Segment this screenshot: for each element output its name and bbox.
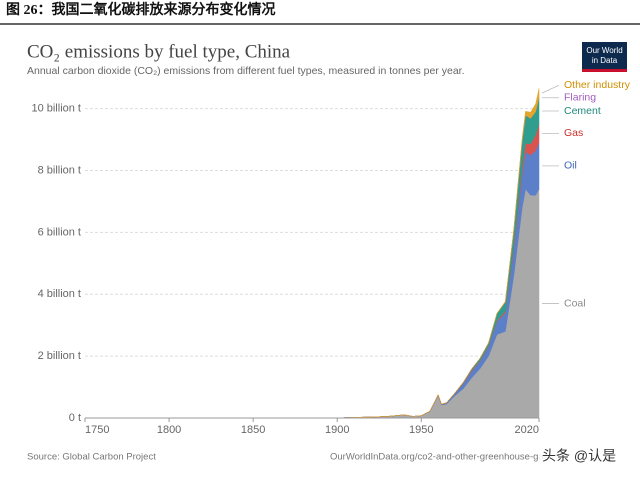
y-tick-label: 0 t bbox=[69, 412, 81, 424]
series-label: Oil bbox=[564, 160, 577, 172]
url: OurWorldInData.org/co2-and-other-greenho… bbox=[330, 452, 549, 463]
logo-box bbox=[582, 42, 627, 72]
x-tick-label: 2020 bbox=[515, 424, 539, 436]
area bbox=[85, 142, 540, 419]
x-tick-label: 1900 bbox=[325, 424, 349, 436]
y-tick-label: 6 billion t bbox=[38, 226, 81, 238]
series-label: Gas bbox=[564, 127, 583, 139]
y-tick-label: 10 billion t bbox=[31, 103, 81, 115]
y-tick-label: 4 billion t bbox=[38, 288, 81, 300]
series-label: Cement bbox=[564, 105, 601, 117]
y-tick-label: 2 billion t bbox=[38, 350, 81, 362]
watermark-bg bbox=[538, 446, 626, 468]
source: Source: Global Carbon Project bbox=[27, 452, 156, 463]
series-label: Coal bbox=[564, 297, 586, 309]
x-tick-label: 1750 bbox=[85, 424, 109, 436]
chart-title: CO₂ emissions by fuel type, China bbox=[27, 41, 291, 62]
label-connector bbox=[541, 84, 560, 94]
x-tick-label: 1950 bbox=[409, 424, 433, 436]
x-tick-label: 1800 bbox=[157, 424, 181, 436]
logo-bar bbox=[582, 69, 627, 72]
area bbox=[85, 88, 540, 419]
figure-header: 图 26：我国二氧化碳排放来源分布变化情况 bbox=[6, 1, 276, 18]
series-label: Flaring bbox=[564, 92, 596, 104]
logo-text: in Data bbox=[592, 56, 618, 65]
y-tick-label: 8 billion t bbox=[38, 164, 81, 176]
logo-text: Our World bbox=[586, 46, 622, 55]
watermark: 头条 @认是 bbox=[542, 448, 616, 464]
area bbox=[85, 188, 540, 419]
series-label: Other industry bbox=[564, 79, 631, 91]
x-tick-label: 1850 bbox=[241, 424, 265, 436]
chart-subtitle: Annual carbon dioxide (CO₂) emissions fr… bbox=[27, 65, 465, 77]
